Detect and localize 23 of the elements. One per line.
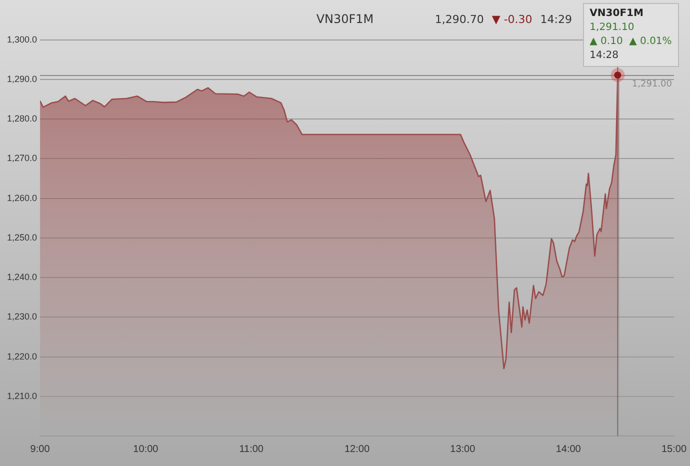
y-tick-label: 1,210.0 [6,390,38,401]
chart-title: VN30F1M [316,12,374,26]
y-tick-label: 1,220.0 [6,351,38,362]
x-tick-label: 12:00 [344,444,370,455]
annotation: 14:29 [540,13,572,26]
annotation: ▼ -0.30 [492,13,532,26]
y-tick-label: 1,270.0 [6,153,38,164]
x-tick-label: 9:00 [30,444,50,455]
x-tick-label: 13:00 [450,444,476,455]
x-tick-label: 15:00 [661,444,687,455]
y-tick-label: 1,290.0 [6,74,38,84]
y-tick-label: 1,240.0 [6,272,38,282]
y-tick-label: 1,280.0 [6,114,38,124]
y-tick-label: 1,230.0 [6,312,38,322]
x-tick-label: 10:00 [133,444,159,455]
x-tick-label: 14:00 [556,444,582,455]
y-tick-label: 1,250.0 [6,232,38,242]
annotation: VN30F1M 1,291.10 ▲ 0.10 ▲ 0.01% 14:28 [590,7,672,64]
ref-line-label: 1,291.00 [632,79,672,90]
x-tick-label: 11:00 [239,444,264,455]
annotation: 1,290.70 [434,13,484,26]
y-tick-label: 1,300.0 [6,34,38,44]
y-tick-label: 1,260.0 [6,192,38,203]
